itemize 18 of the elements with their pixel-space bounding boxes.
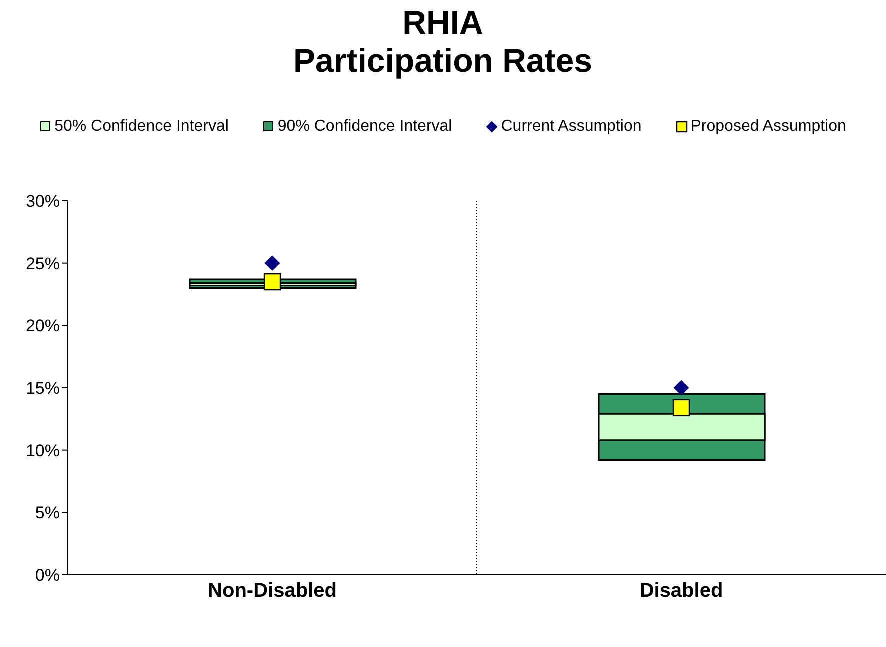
y-tick-label: 0% (35, 566, 60, 586)
legend-label: 50% Confidence Interval (54, 118, 229, 136)
y-tick-label: 15% (26, 379, 60, 398)
legend-label: 90% Confidence Interval (278, 118, 452, 136)
point (674, 380, 689, 396)
legend-label: Current Assumption (501, 118, 642, 136)
y-tick-label: 25% (26, 254, 60, 274)
x-tick-label: Non-Disabled (208, 580, 337, 602)
x-tick-label: Disabled (640, 580, 724, 602)
y-tick-label: 20% (26, 316, 60, 336)
y-tick-label: 10% (26, 441, 60, 460)
legend-label: Proposed Assumption (690, 118, 846, 136)
chart-title: RHIA Participation Rates (292, 4, 594, 80)
y-tick-label: 5% (35, 504, 60, 523)
point (672, 399, 690, 417)
point (265, 256, 280, 271)
point (264, 273, 282, 291)
y-tick-label: 30% (26, 192, 60, 212)
